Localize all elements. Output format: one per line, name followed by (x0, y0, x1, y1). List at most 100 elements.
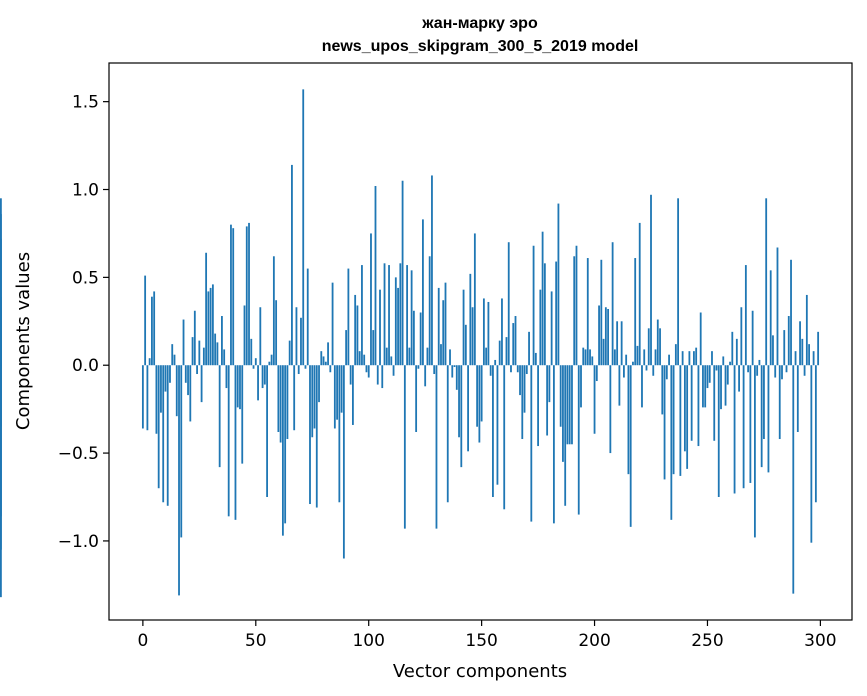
bar-5 (153, 291, 156, 366)
bar-226 (652, 365, 655, 376)
bar-155 (492, 365, 494, 497)
bar-185 (559, 365, 562, 427)
bar-256 (720, 365, 722, 410)
bar-78 (318, 365, 320, 403)
bar-287 (790, 259, 792, 366)
bar-202 (598, 305, 600, 366)
bar-288 (792, 365, 795, 594)
bar-83 (329, 365, 332, 373)
bar-47 (248, 222, 250, 366)
bar-192 (575, 245, 578, 366)
bar-278 (769, 270, 772, 366)
bar-174 (534, 352, 537, 366)
bar-35 (221, 316, 223, 366)
bar-124 (422, 219, 424, 366)
bar-144 (467, 365, 469, 452)
bar-56 (268, 361, 271, 366)
bar-164 (512, 323, 515, 366)
bar-46 (245, 226, 248, 366)
bar-159 (501, 298, 503, 366)
bar-89 (342, 365, 345, 559)
bar-141 (460, 365, 463, 468)
bar-233 (668, 354, 670, 366)
bars-group (0, 89, 820, 598)
bar-140 (458, 365, 460, 438)
bar-290 (796, 365, 799, 432)
bar-245 (695, 347, 698, 366)
bar-79 (320, 351, 323, 366)
bar-48 (250, 338, 253, 366)
bar-136 (449, 349, 451, 366)
bar-152 (485, 347, 488, 366)
bar-86 (336, 365, 338, 420)
bar-58 (272, 256, 275, 366)
bar-52 (259, 307, 262, 366)
y-tick-label: 1.5 (72, 93, 99, 113)
bar-204 (602, 338, 605, 366)
bar-219 (636, 345, 639, 366)
bar-42 (236, 365, 239, 408)
bar-137 (451, 365, 454, 378)
bar-175 (537, 365, 539, 447)
y-axis-ticks: −1.0 −0.5 0.0 0.5 1.0 1.5 (58, 93, 109, 552)
bar-40 (232, 228, 235, 366)
bar-38 (227, 365, 230, 517)
y-tick-label: 0.0 (72, 356, 99, 376)
bar-99 (365, 365, 368, 373)
bar-115 (401, 180, 404, 366)
bar-125 (424, 365, 427, 387)
bar-280 (774, 365, 777, 378)
bar-241 (686, 365, 689, 469)
bar-118 (408, 347, 411, 366)
bar-238 (679, 365, 682, 476)
x-tick-label: 0 (137, 631, 148, 651)
bar-295 (808, 344, 810, 366)
bar-112 (394, 277, 397, 366)
bar-153 (487, 301, 490, 366)
bar-34 (218, 365, 221, 468)
bar-282 (778, 365, 781, 440)
bar-293 (803, 365, 806, 376)
bar-106 (381, 365, 384, 389)
bar-157 (496, 365, 499, 485)
bar-114 (399, 263, 402, 366)
bar-249 (704, 365, 707, 408)
bar-253 (713, 365, 716, 441)
bar-9 (162, 365, 165, 503)
bar-119 (410, 270, 413, 366)
bar-239 (681, 351, 684, 366)
bar-217 (632, 361, 634, 366)
bar-10 (164, 365, 167, 392)
bar-23 (193, 310, 196, 366)
bar-176 (539, 289, 542, 366)
x-tick-label: 250 (691, 631, 723, 651)
bar-143 (464, 324, 467, 366)
bar-74 (309, 365, 311, 505)
bar-80 (322, 356, 325, 366)
bar-36 (223, 349, 226, 366)
bar-28 (205, 252, 208, 366)
bar-60 (277, 365, 280, 432)
bar-18 (182, 319, 185, 366)
bar-220 (638, 222, 641, 366)
bar-261 (731, 331, 734, 366)
bar-197 (586, 258, 589, 366)
bar-135 (446, 365, 449, 503)
bar-186 (562, 365, 564, 462)
bar-251 (708, 365, 711, 383)
y-axis-label: Components values (13, 252, 34, 430)
bar-267 (744, 265, 747, 366)
bar-184 (557, 203, 560, 366)
bar-111 (392, 365, 395, 376)
bar-209 (613, 349, 616, 366)
bar-230 (661, 365, 664, 415)
bar-73 (306, 268, 309, 366)
bar-255 (717, 365, 720, 497)
x-tick-label: 100 (352, 631, 384, 651)
bar-258 (724, 365, 727, 406)
bar-179 (546, 365, 549, 436)
bar-6 (155, 365, 158, 434)
bar-257 (722, 356, 725, 366)
bar-139 (455, 365, 458, 390)
x-axis-label: Vector components (393, 661, 567, 682)
